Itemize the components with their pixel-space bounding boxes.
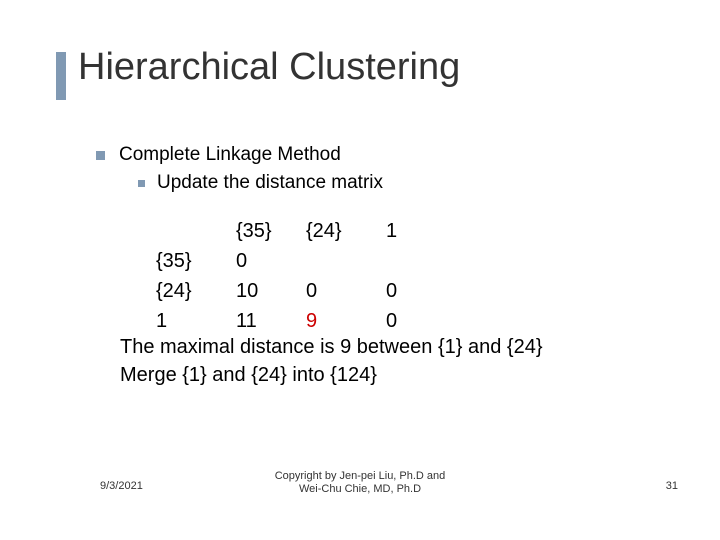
matrix-table: {35} {24} 1 {35} 0 {24} 10 0 0 1 11 9 0: [156, 218, 446, 338]
matrix-row: {35} 0: [156, 248, 446, 278]
matrix-row-label: {24}: [156, 278, 236, 308]
bullet-level-2: Update the distance matrix: [138, 172, 383, 194]
matrix-cell: [386, 248, 446, 278]
footer-page-number: 31: [666, 480, 678, 492]
matrix-row: {24} 10 0 0: [156, 278, 446, 308]
matrix-col-header: 1: [386, 218, 446, 248]
max-distance-prefix: The maximal distance is 9 between: [120, 336, 438, 358]
bullet-square-icon: [138, 180, 145, 187]
matrix-col-header: {35}: [236, 218, 306, 248]
distance-matrix: {35} {24} 1 {35} 0 {24} 10 0 0 1 11 9 0: [156, 218, 446, 338]
matrix-row: 1 11 9 0: [156, 308, 446, 338]
matrix-row-label: 1: [156, 308, 236, 338]
max-distance-line: The maximal distance is 9 between {1} an…: [120, 336, 543, 359]
matrix-cell: 10: [236, 278, 306, 308]
bullet-square-icon: [96, 151, 105, 160]
max-distance-sets: {1} and {24}: [438, 336, 543, 358]
matrix-row-label: {35}: [156, 248, 236, 278]
footer-copy-line2: Wei-Chu Chie, MD, Ph.D: [299, 483, 421, 495]
merge-line: Merge {1} and {24} into {124}: [120, 364, 377, 387]
matrix-col-header: {24}: [306, 218, 386, 248]
title-accent-bar: [56, 52, 66, 100]
merge-sets: {1} and {24} into {124}: [182, 364, 377, 386]
bullet-level-1: Complete Linkage Method: [96, 144, 341, 166]
matrix-cell: [306, 248, 386, 278]
matrix-cell: 0: [386, 278, 446, 308]
matrix-cell: 11: [236, 308, 306, 338]
footer-copy-line1: Copyright by Jen-pei Liu, Ph.D and: [275, 470, 446, 482]
bullet1-text: Complete Linkage Method: [119, 144, 341, 166]
matrix-header-row: {35} {24} 1: [156, 218, 446, 248]
merge-prefix: Merge: [120, 364, 182, 386]
slide-title: Hierarchical Clustering: [78, 46, 460, 89]
slide: Hierarchical Clustering Complete Linkage…: [0, 0, 720, 540]
footer-copyright: Copyright by Jen-pei Liu, Ph.D and Wei-C…: [0, 470, 720, 496]
matrix-cell-highlight: 9: [306, 308, 386, 338]
matrix-cell: 0: [306, 278, 386, 308]
bullet2-text: Update the distance matrix: [157, 172, 383, 194]
matrix-cell: 0: [236, 248, 306, 278]
matrix-cell: 0: [386, 308, 446, 338]
